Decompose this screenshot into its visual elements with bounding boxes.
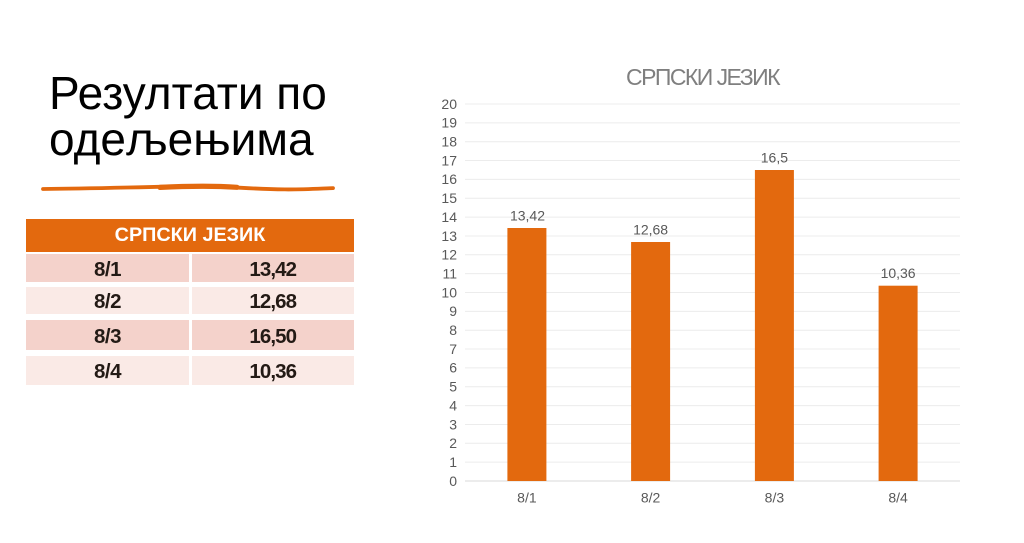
svg-text:9: 9 (449, 303, 457, 319)
svg-text:8/1: 8/1 (517, 490, 537, 506)
svg-text:6: 6 (449, 360, 457, 376)
svg-text:1: 1 (449, 454, 457, 470)
svg-text:5: 5 (449, 379, 457, 395)
svg-text:8/2: 8/2 (641, 490, 661, 506)
svg-text:20: 20 (441, 96, 457, 112)
svg-text:11: 11 (442, 265, 457, 281)
svg-text:10,36: 10,36 (881, 265, 916, 281)
svg-text:14: 14 (441, 209, 457, 225)
svg-text:16,5: 16,5 (761, 150, 788, 166)
svg-text:12: 12 (441, 247, 457, 263)
svg-text:18: 18 (441, 134, 457, 150)
svg-text:0: 0 (449, 473, 457, 489)
svg-text:СРПСКИ ЈЕЗИК: СРПСКИ ЈЕЗИК (626, 64, 781, 90)
svg-text:8/4: 8/4 (888, 490, 908, 506)
svg-text:7: 7 (449, 341, 457, 357)
svg-text:13,42: 13,42 (510, 208, 545, 224)
svg-text:13: 13 (441, 228, 457, 244)
svg-text:10: 10 (441, 284, 457, 300)
svg-text:19: 19 (441, 115, 457, 131)
svg-text:15: 15 (441, 190, 457, 206)
svg-text:8: 8 (449, 322, 457, 338)
svg-text:3: 3 (449, 416, 457, 432)
svg-text:2: 2 (449, 435, 457, 451)
svg-text:16: 16 (441, 171, 457, 187)
svg-text:8/3: 8/3 (765, 490, 785, 506)
svg-text:12,68: 12,68 (633, 222, 668, 238)
svg-text:4: 4 (449, 397, 457, 413)
svg-text:17: 17 (441, 152, 457, 168)
